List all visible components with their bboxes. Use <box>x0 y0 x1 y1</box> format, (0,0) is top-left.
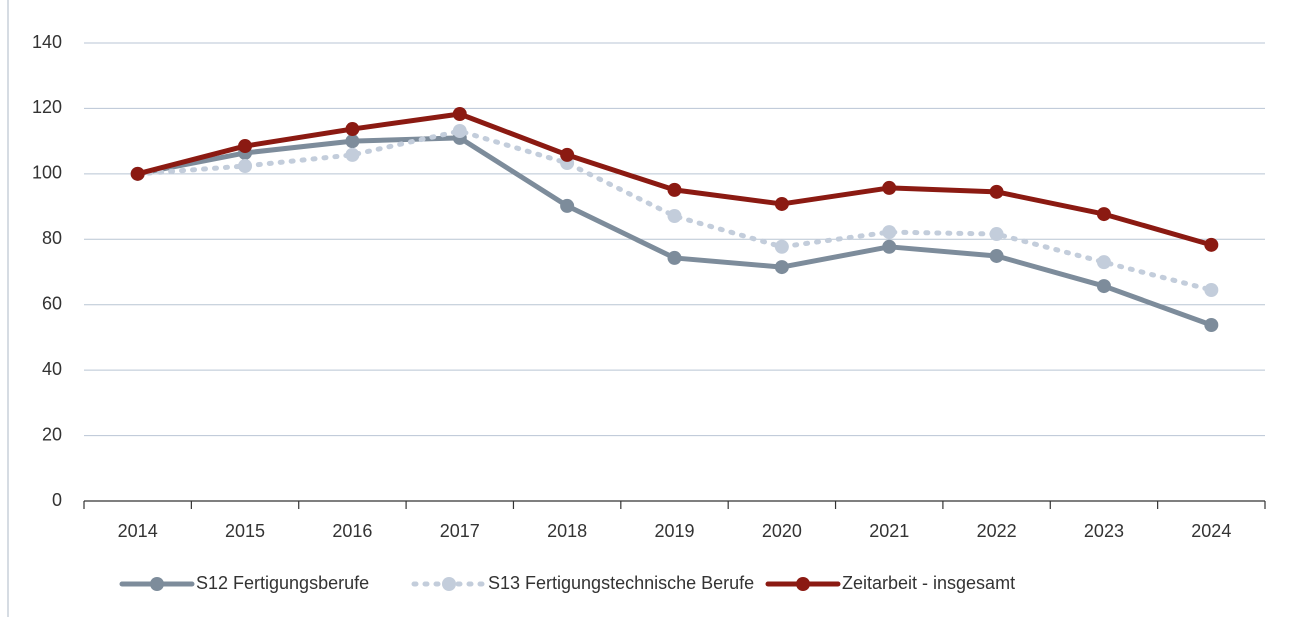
data-point <box>345 147 360 162</box>
legend-marker <box>150 577 164 591</box>
data-point <box>882 225 897 240</box>
y-tick-label: 20 <box>42 424 62 444</box>
x-tick-label: 2023 <box>1084 521 1124 541</box>
data-point <box>1096 207 1111 222</box>
y-tick-label: 40 <box>42 359 62 379</box>
x-tick-label: 2020 <box>762 521 802 541</box>
data-point <box>560 147 575 162</box>
x-tick-label: 2019 <box>654 521 694 541</box>
legend-label: S13 Fertigungstechnische Berufe <box>488 573 754 593</box>
data-point <box>238 159 253 174</box>
series-line <box>135 111 1214 248</box>
x-tick-label: 2016 <box>332 521 372 541</box>
data-point <box>560 198 575 213</box>
x-tick-label: 2014 <box>118 521 158 541</box>
data-point <box>882 239 897 254</box>
data-point <box>882 180 897 195</box>
legend-label: Zeitarbeit - insgesamt <box>842 573 1015 593</box>
legend-marker <box>796 577 810 591</box>
data-point <box>1204 282 1219 297</box>
data-point <box>667 250 682 265</box>
data-point <box>774 239 789 254</box>
data-point <box>1096 279 1111 294</box>
data-point <box>1204 317 1219 332</box>
data-point <box>345 122 360 137</box>
data-point <box>345 134 360 149</box>
legend-label: S12 Fertigungsberufe <box>196 573 369 593</box>
data-point <box>989 248 1004 263</box>
data-point <box>1096 255 1111 270</box>
x-tick-label: 2015 <box>225 521 265 541</box>
data-point <box>774 196 789 211</box>
y-tick-label: 0 <box>52 490 62 510</box>
data-point <box>130 166 145 181</box>
series-line <box>135 135 1214 328</box>
legend-marker <box>442 577 456 591</box>
x-tick-label: 2024 <box>1191 521 1231 541</box>
data-point <box>667 209 682 224</box>
y-tick-label: 80 <box>42 228 62 248</box>
y-tick-label: 120 <box>32 97 62 117</box>
y-tick-label: 140 <box>32 32 62 52</box>
y-tick-label: 100 <box>32 163 62 183</box>
x-tick-label: 2022 <box>977 521 1017 541</box>
data-point <box>1204 237 1219 252</box>
data-point <box>238 139 253 154</box>
x-tick-label: 2017 <box>440 521 480 541</box>
x-tick-label: 2018 <box>547 521 587 541</box>
data-point <box>774 260 789 275</box>
y-tick-label: 60 <box>42 293 62 313</box>
series-line <box>135 128 1214 293</box>
data-point <box>989 227 1004 242</box>
data-point <box>667 182 682 197</box>
data-point <box>989 184 1004 199</box>
data-point <box>452 124 467 139</box>
x-tick-label: 2021 <box>869 521 909 541</box>
data-point <box>452 106 467 121</box>
